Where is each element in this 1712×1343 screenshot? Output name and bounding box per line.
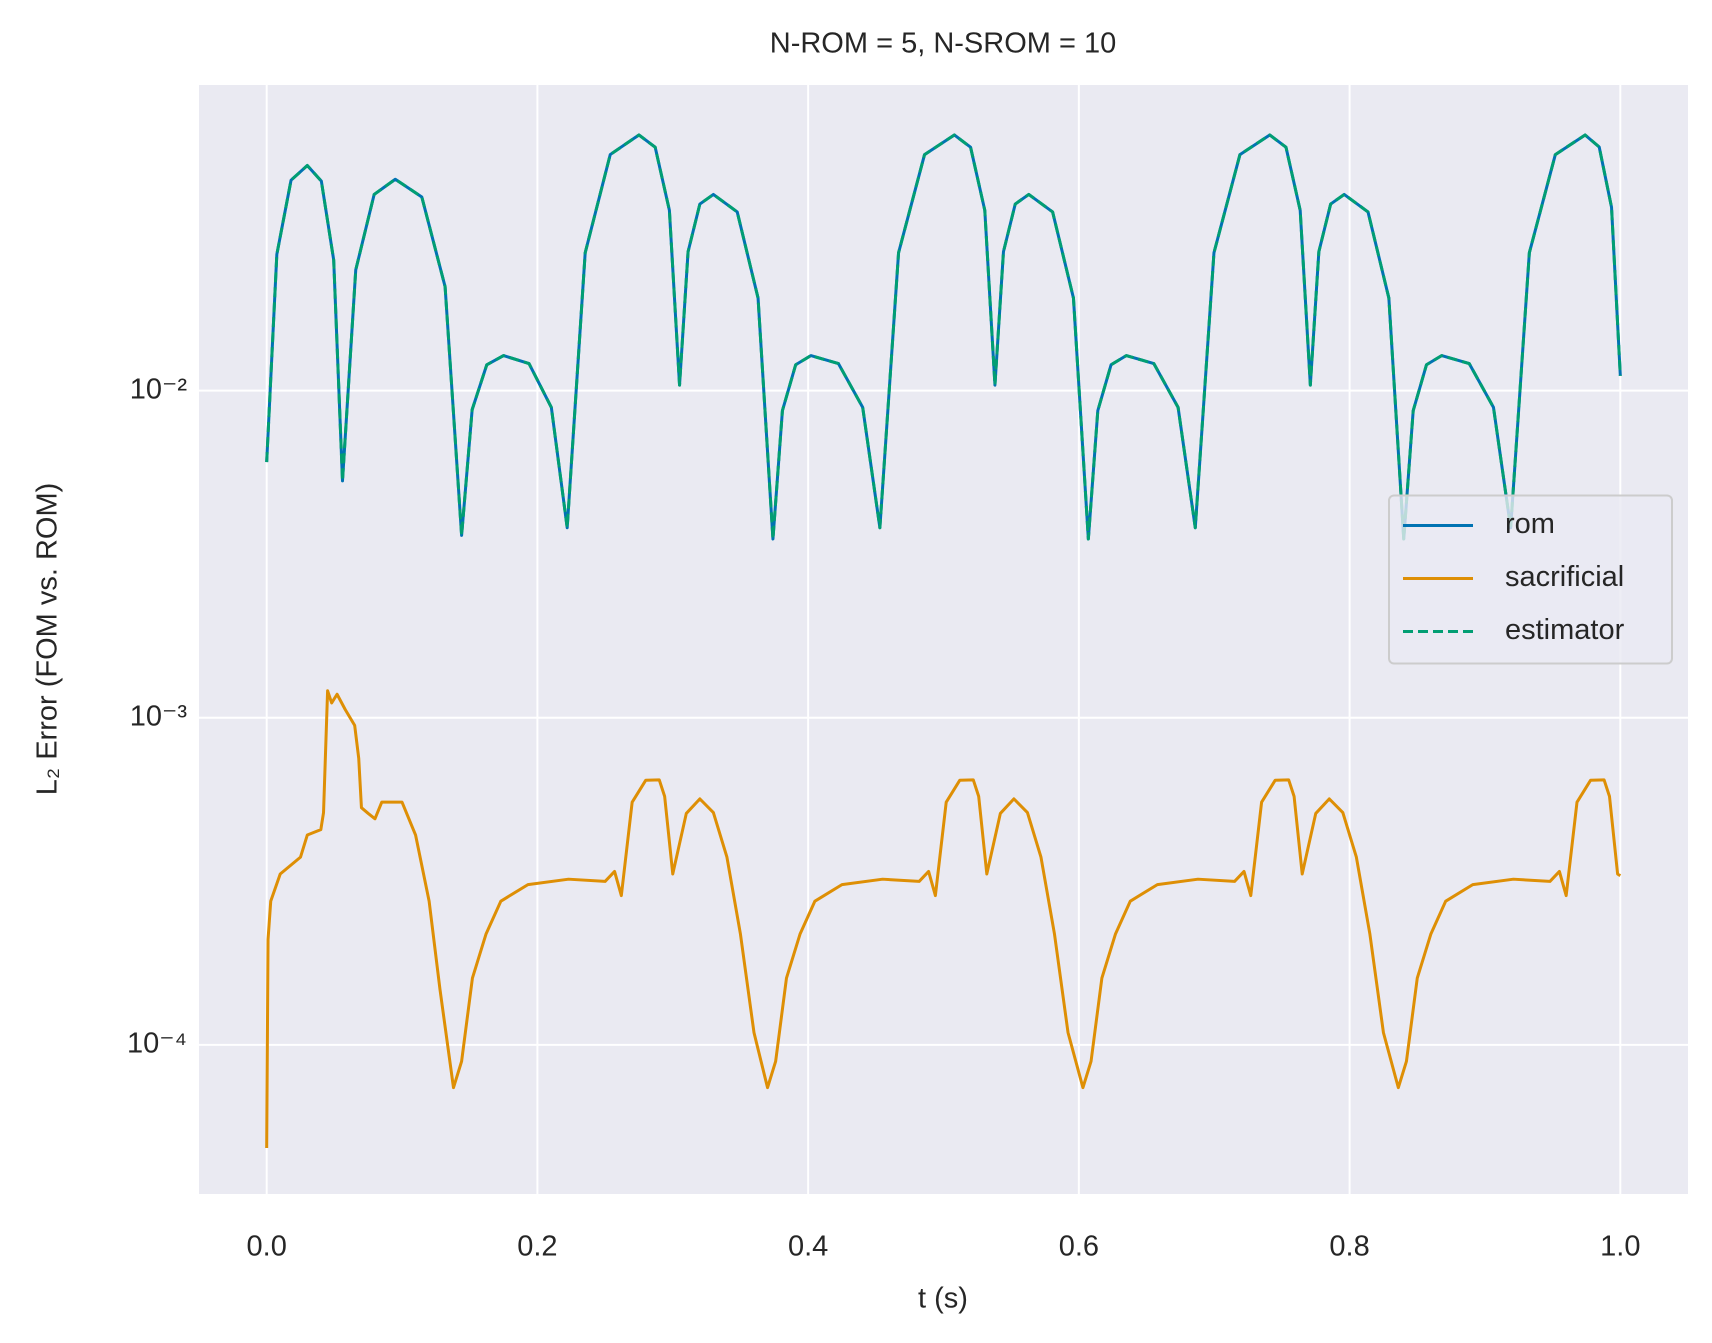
y-tick-label: 10⁻³ — [130, 700, 188, 732]
y-tick-label: 10⁻⁴ — [127, 1028, 187, 1060]
x-tick-label: 0.6 — [1059, 1231, 1099, 1263]
legend-box — [1388, 494, 1673, 665]
y-tick-label: 10⁻² — [130, 373, 188, 405]
x-tick-label: 0.0 — [247, 1231, 287, 1263]
legend: rom sacrificial estimator — [1388, 494, 1673, 665]
x-tick-label: 0.4 — [788, 1231, 828, 1263]
legend-label: estimator — [1505, 614, 1625, 646]
x-tick-label: 0.8 — [1329, 1231, 1369, 1263]
x-tick-label: 1.0 — [1600, 1231, 1640, 1263]
x-tick-label: 0.2 — [517, 1231, 557, 1263]
series-line — [265, 689, 1622, 1148]
legend-label: sacrificial — [1505, 561, 1624, 593]
x-axis-label: t (s) — [918, 1283, 968, 1315]
chart-title: N-ROM = 5, N-SROM = 10 — [770, 28, 1116, 60]
y-axis-label: L₂ Error (FOM vs. ROM) — [32, 483, 64, 796]
legend-label: rom — [1505, 508, 1555, 540]
series-line — [265, 133, 1622, 541]
